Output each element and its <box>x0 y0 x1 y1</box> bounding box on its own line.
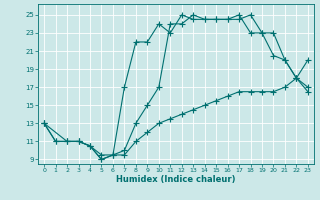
X-axis label: Humidex (Indice chaleur): Humidex (Indice chaleur) <box>116 175 236 184</box>
